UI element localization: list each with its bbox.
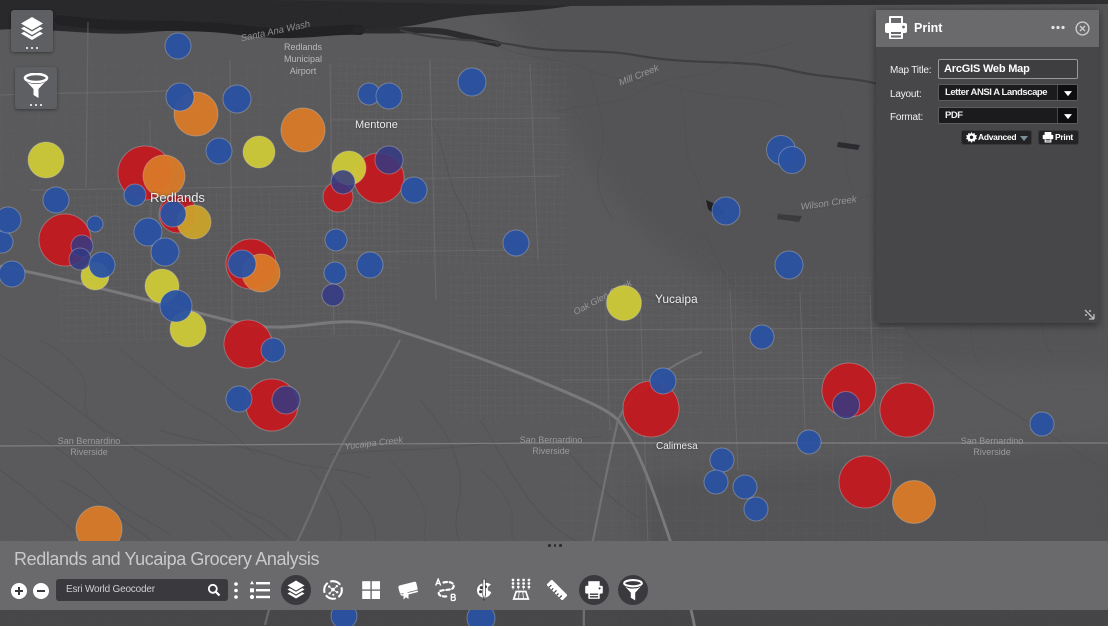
svg-text:San Bernardino: San Bernardino	[961, 436, 1024, 446]
svg-text:Yucaipa: Yucaipa	[655, 292, 698, 306]
svg-text:Municipal: Municipal	[284, 54, 322, 64]
svg-text:Calimesa: Calimesa	[656, 441, 698, 452]
svg-text:San Bernardino: San Bernardino	[520, 435, 583, 445]
svg-text:Redlands: Redlands	[284, 42, 323, 52]
svg-text:Riverside: Riverside	[70, 447, 108, 457]
svg-text:Riverside: Riverside	[973, 447, 1011, 457]
svg-text:Mentone: Mentone	[355, 119, 398, 131]
svg-text:Airport: Airport	[290, 66, 317, 76]
svg-text:Redlands: Redlands	[150, 190, 205, 205]
svg-text:San Bernardino: San Bernardino	[58, 436, 121, 446]
svg-text:Riverside: Riverside	[532, 446, 570, 456]
